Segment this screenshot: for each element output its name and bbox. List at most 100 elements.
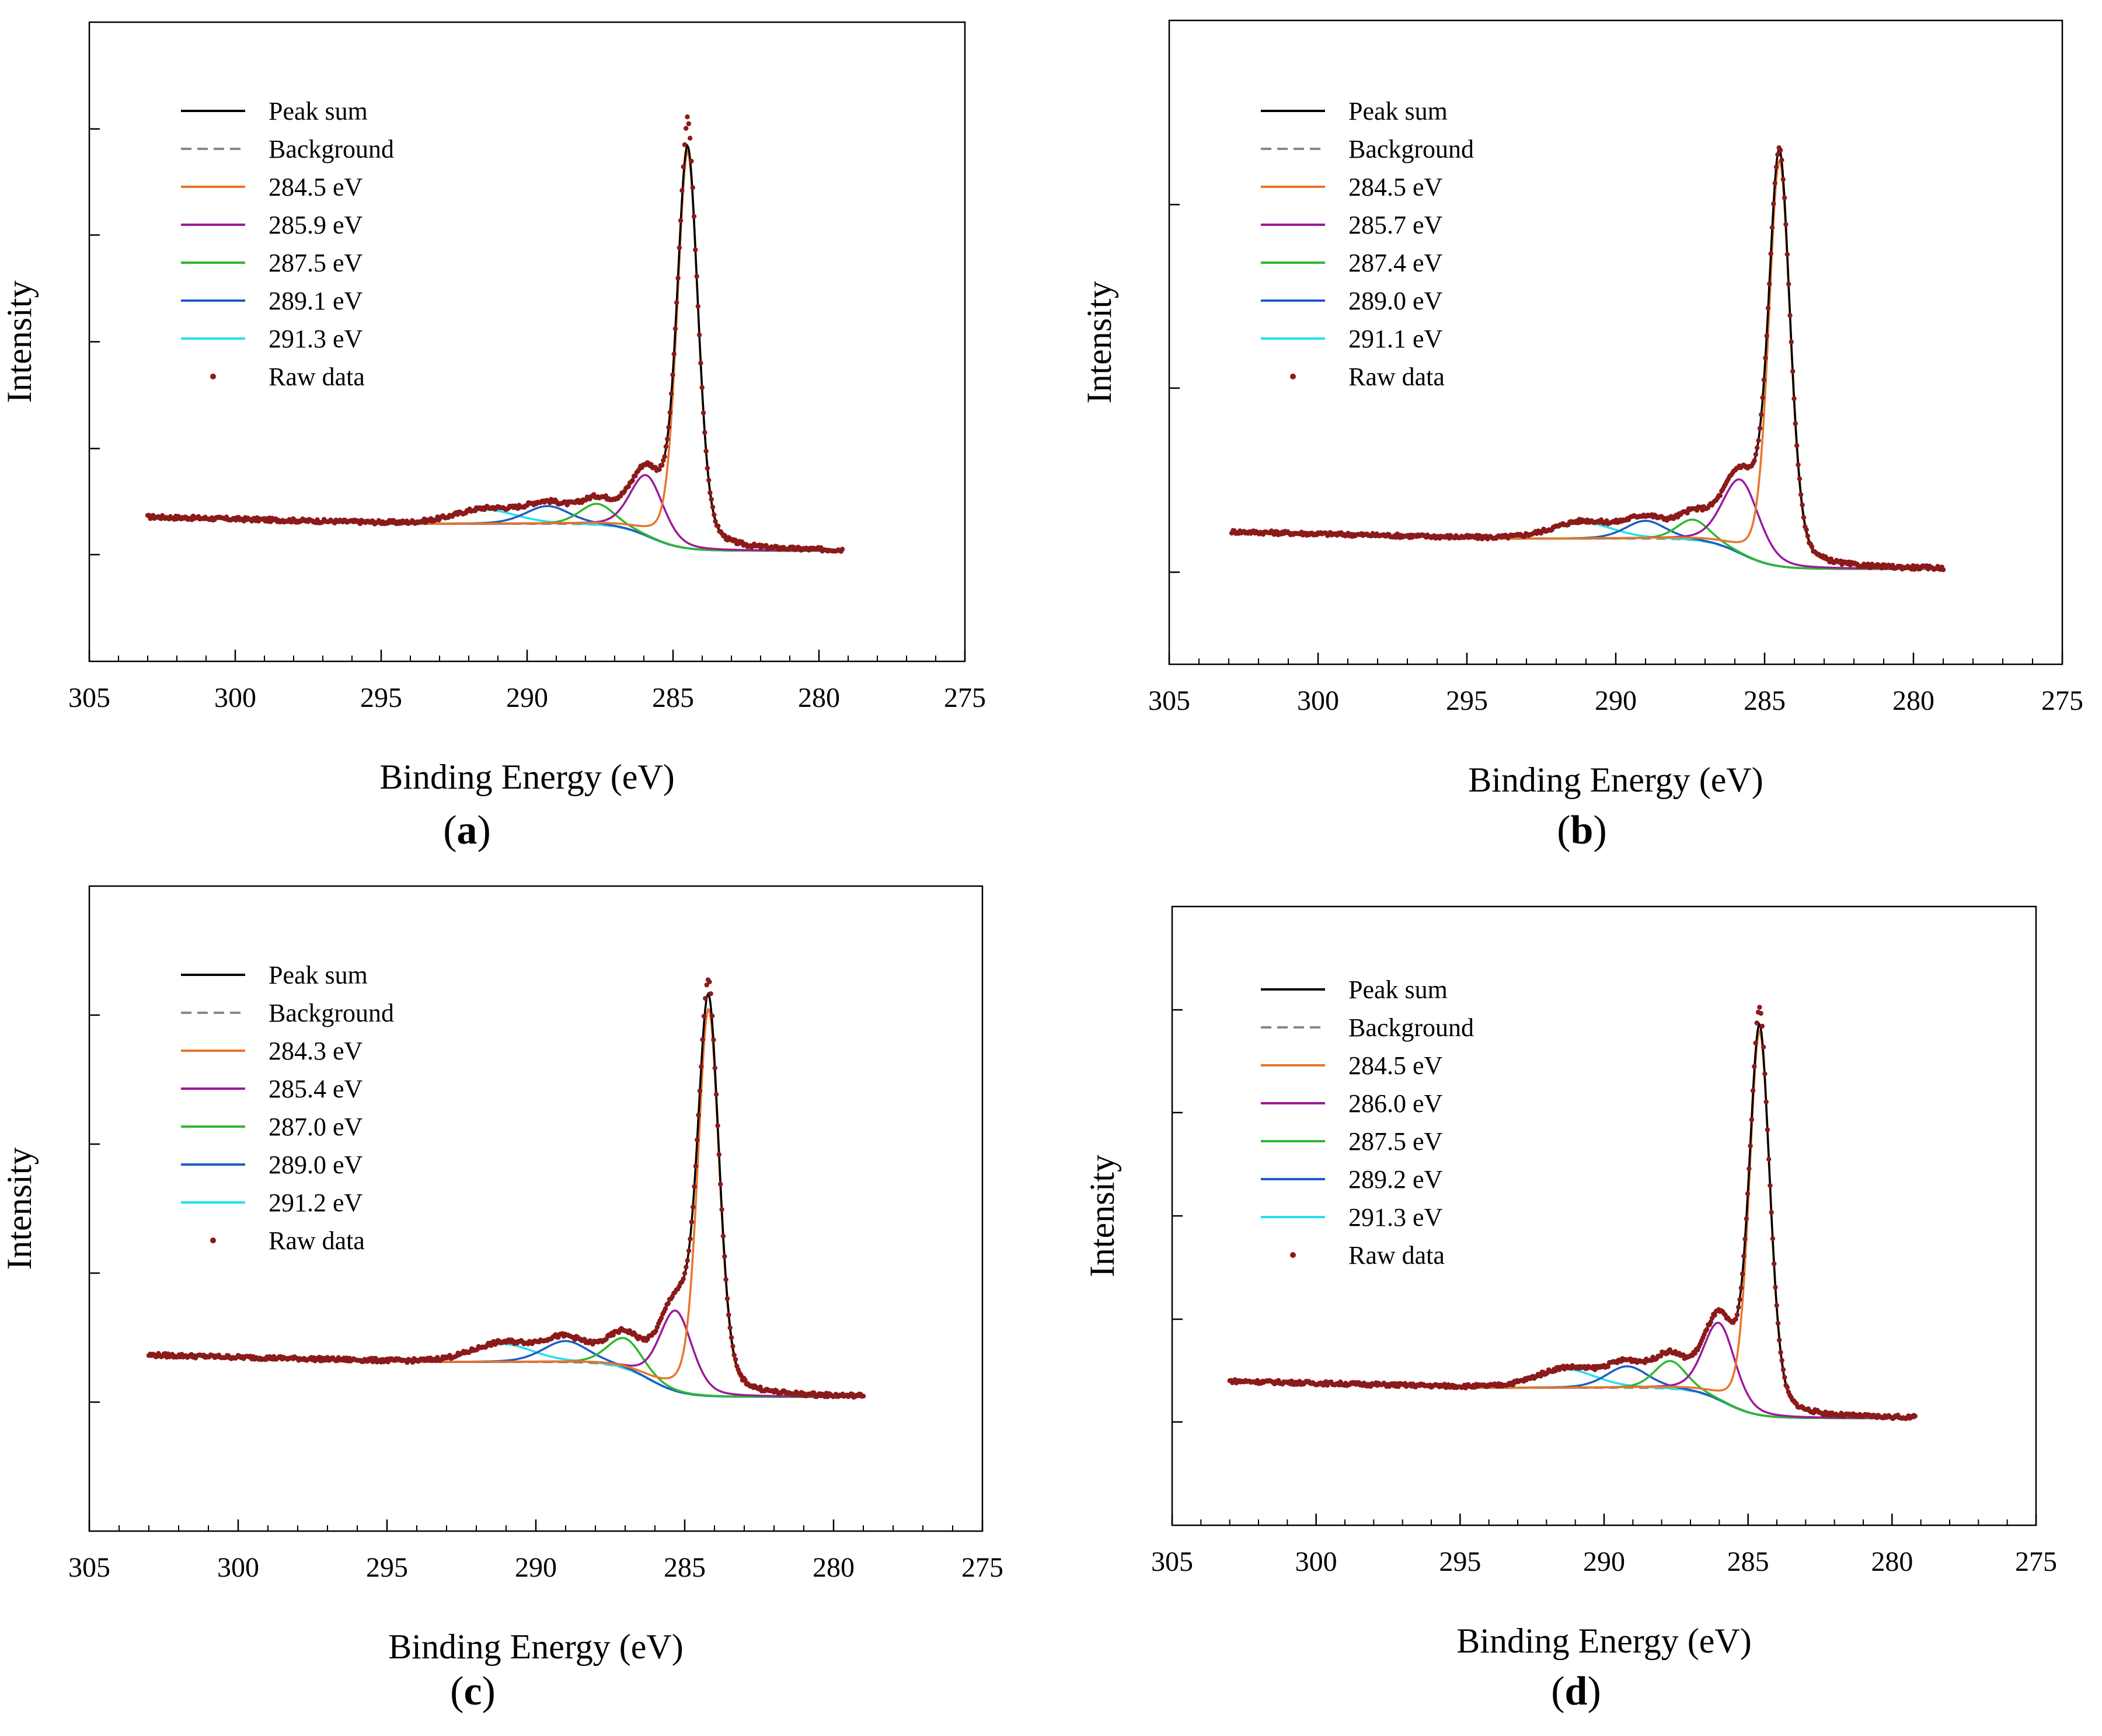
raw-data-point (1796, 462, 1801, 468)
raw-data-point (722, 533, 727, 538)
raw-data-point (671, 351, 677, 357)
raw-data-point (1809, 544, 1815, 549)
raw-data-point (1800, 502, 1805, 508)
raw-data-point (711, 1037, 716, 1043)
x-tick-label: 295 (1446, 685, 1488, 716)
raw-data-points (145, 114, 845, 554)
legend-item: 286.0 eV (1261, 1089, 1443, 1118)
legend-swatch (1290, 1252, 1296, 1258)
raw-data-point (674, 300, 679, 305)
raw-data-point (690, 1204, 696, 1209)
raw-data-point (1794, 443, 1800, 448)
panel-label: (b) (1557, 808, 1607, 853)
raw-data-point (1765, 305, 1771, 311)
raw-data-point (1740, 1271, 1745, 1277)
component-2854-ev-curve (149, 1309, 863, 1398)
raw-data-point (693, 1163, 699, 1169)
legend-label: Raw data (1348, 362, 1445, 391)
raw-data-point (677, 245, 682, 250)
legend-label: 289.0 eV (1348, 287, 1443, 315)
x-tick-label: 305 (1148, 685, 1190, 716)
raw-data-point (708, 991, 713, 996)
peak-sum-curve (1229, 1022, 1915, 1418)
x-tick-label: 295 (1439, 1546, 1481, 1577)
legend-label: 287.0 eV (269, 1113, 363, 1141)
raw-data-point (1737, 1297, 1742, 1302)
raw-data-point (672, 326, 678, 332)
legend-label: 291.3 eV (269, 325, 363, 353)
legend-label: 289.0 eV (269, 1151, 363, 1179)
raw-data-point (1752, 458, 1757, 463)
raw-data-point (1712, 1312, 1717, 1318)
raw-data-point (686, 1248, 692, 1253)
raw-data-point (696, 332, 702, 337)
legend-item: 287.4 eV (1261, 249, 1443, 277)
raw-data-point (716, 523, 721, 529)
raw-data-point (1770, 1236, 1776, 1242)
raw-data-point (698, 360, 703, 366)
legend-item: 291.1 eV (1261, 325, 1443, 353)
x-tick-label: 280 (1892, 685, 1934, 716)
raw-data-point (1798, 492, 1804, 497)
raw-data-point (718, 1181, 723, 1187)
raw-data-point (1741, 1253, 1747, 1259)
raw-data-point (1771, 201, 1776, 207)
raw-data-point (724, 1296, 730, 1301)
raw-data-point (630, 477, 635, 483)
fit-curves (148, 992, 863, 1398)
raw-data-point (713, 519, 718, 524)
raw-data-point (1761, 1044, 1766, 1050)
x-tick-label: 285 (1744, 685, 1786, 716)
x-tick-label: 305 (68, 1552, 110, 1583)
legend-item: 291.2 eV (181, 1188, 363, 1217)
panel-a: 305 300 295 290 285 280 275 Binding Energy (eV)… (0, 21, 986, 853)
legend-item: 284.5 eV (1261, 1051, 1443, 1080)
x-tick-label: 305 (1151, 1546, 1193, 1577)
legend-label: Raw data (269, 362, 365, 391)
x-tick-label: 290 (506, 682, 548, 713)
legend-label: 287.5 eV (1348, 1127, 1443, 1156)
legend-item: 289.2 eV (1261, 1165, 1443, 1194)
raw-data-point (1773, 1285, 1778, 1290)
x-tick-label: 295 (366, 1552, 408, 1583)
raw-data-point (1774, 1303, 1779, 1308)
raw-data-point (728, 1335, 734, 1340)
raw-data-point (1736, 1305, 1741, 1310)
raw-data-point (682, 142, 688, 148)
legend-label: 284.5 eV (269, 173, 363, 201)
raw-data-point (1784, 1385, 1790, 1390)
raw-data-point (1757, 426, 1763, 431)
legend-label: Raw data (269, 1226, 365, 1255)
raw-data-point (1692, 1351, 1697, 1356)
panel-label: (a) (443, 808, 491, 853)
x-axis-label: Binding Energy (eV) (379, 758, 674, 796)
raw-data-point (1782, 1375, 1787, 1380)
x-tick-label: 285 (664, 1552, 706, 1583)
raw-data-point (705, 466, 710, 471)
raw-data-point (689, 158, 694, 164)
raw-data-point (1772, 1261, 1777, 1267)
peak-sum-curve (147, 144, 842, 551)
component-2859-ev-curve (148, 474, 843, 552)
legend-swatch (210, 1237, 216, 1243)
panel-label: (c) (450, 1669, 496, 1714)
component-2845-ev-curve (1229, 1029, 1915, 1419)
raw-data-point (1789, 339, 1794, 344)
component-2845-ev-curve (1231, 158, 1943, 570)
raw-data-point (661, 458, 666, 463)
legend-item: Raw data (1290, 1241, 1445, 1270)
legend-swatch (1290, 374, 1296, 379)
raw-data-point (731, 1352, 737, 1358)
raw-data-point (1805, 534, 1811, 539)
raw-data-point (1775, 1320, 1781, 1326)
raw-data-point (695, 1137, 700, 1143)
legend-item: Peak sum (1261, 975, 1448, 1004)
raw-data-point (662, 454, 667, 459)
raw-data-point (678, 218, 684, 224)
raw-data-point (663, 444, 669, 449)
x-tick-label: 290 (515, 1552, 557, 1583)
raw-data-point (1773, 165, 1779, 170)
raw-data-point (712, 512, 717, 518)
raw-data-point (702, 430, 707, 435)
